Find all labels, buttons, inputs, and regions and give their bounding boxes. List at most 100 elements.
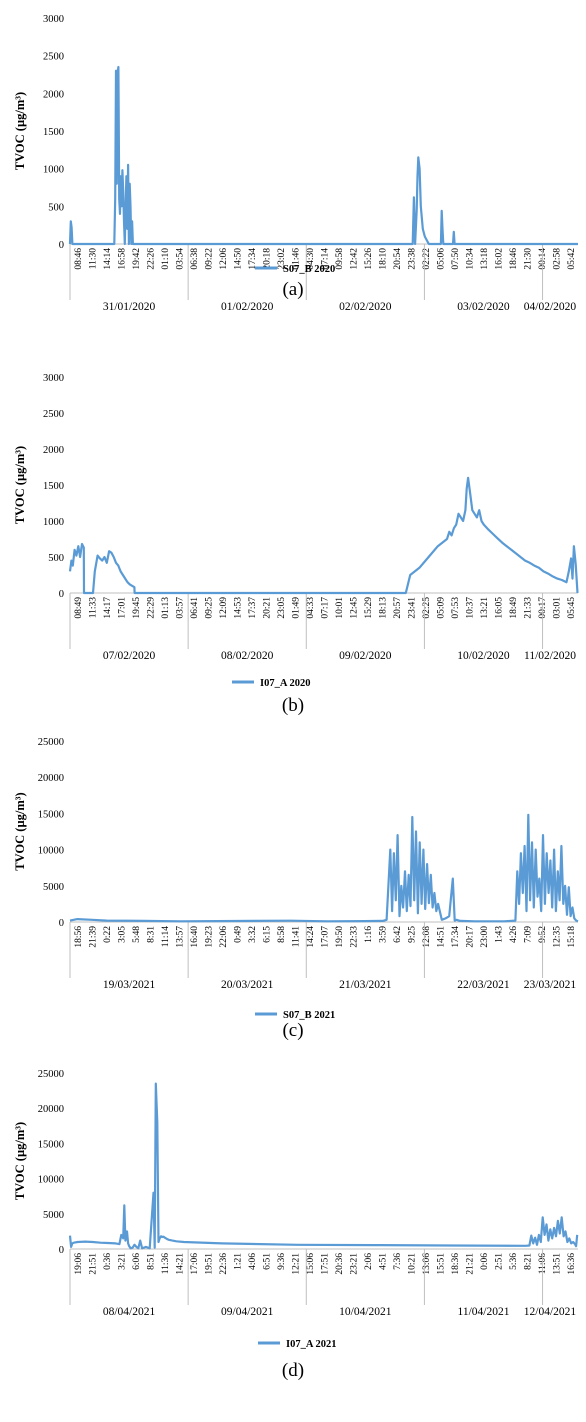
- y-axis-title: TVOC (µg/m³): [13, 92, 27, 170]
- x-tick-label: 23:02: [277, 248, 287, 270]
- x-tick-label: 9:36: [277, 1253, 287, 1270]
- x-tick-label: 21:30: [524, 248, 534, 270]
- x-tick-label: 14:53: [233, 597, 243, 619]
- y-tick-label: 20000: [38, 773, 64, 784]
- y-tick-label: 0: [59, 240, 64, 251]
- y-tick-label: 2000: [43, 445, 64, 456]
- x-tick-label: 07:14: [321, 248, 331, 270]
- x-tick-label: 9:25: [408, 926, 418, 943]
- series-line-1: [68, 476, 579, 595]
- x-tick-label: 7:09: [524, 926, 534, 943]
- x-tick-label: 04:30: [306, 248, 316, 270]
- x-tick-label: 06:38: [190, 248, 200, 270]
- x-tick-label: 19:51: [204, 1253, 214, 1275]
- x-tick-label: 01:13: [161, 597, 171, 619]
- x-date-label: 08/04/2021: [103, 1306, 156, 1318]
- x-tick-label: 6:15: [262, 926, 272, 943]
- x-tick-label: 04:33: [306, 597, 316, 619]
- x-date-label: 23/03/2021: [524, 979, 577, 991]
- x-tick-label: 12:08: [422, 926, 432, 948]
- x-date-label: 09/02/2020: [339, 650, 392, 662]
- x-tick-label: 12:42: [350, 248, 360, 270]
- x-date-label: 31/01/2020: [103, 301, 156, 313]
- x-tick-label: 23:21: [350, 1253, 360, 1275]
- x-tick-label: 12:35: [553, 926, 563, 948]
- y-tick-label: 15000: [38, 1139, 64, 1150]
- x-tick-label: 21:33: [524, 597, 534, 619]
- x-tick-label: 13:18: [480, 248, 490, 270]
- x-tick-label: 4:51: [379, 1253, 389, 1270]
- y-tick-label: 3000: [43, 373, 64, 384]
- x-tick-label: 0:22: [103, 926, 113, 943]
- chart-panel-4: 0 5000 10000 15000 20000 25000 TVOC (µg/m³) 19:…: [13, 1069, 579, 1381]
- x-tick-label: 22:33: [350, 926, 360, 948]
- panel-caption: (d): [282, 1360, 304, 1381]
- x-tick-label: 20:21: [262, 597, 272, 619]
- x-tick-label: 3:05: [117, 926, 127, 943]
- x-tick-label: 15:26: [364, 248, 374, 270]
- x-tick-label: 15:51: [437, 1253, 447, 1275]
- x-tick-label: 05:45: [567, 597, 577, 619]
- x-tick-label: 6:06: [132, 1253, 142, 1270]
- x-tick-label: 16:36: [567, 1253, 577, 1275]
- x-tick-label: 9:52: [538, 926, 548, 943]
- panel-caption: (a): [282, 279, 303, 300]
- legend-label: S07_B 2020: [283, 264, 335, 275]
- y-tick-label: 2000: [43, 89, 64, 100]
- x-tick-label: 12:21: [291, 1253, 301, 1275]
- x-tick-label: 18:56: [74, 926, 84, 948]
- x-tick-label: 20:17: [466, 926, 476, 948]
- x-tick-label: 11:41: [291, 926, 301, 948]
- x-tick-label: 14:21: [175, 1253, 185, 1275]
- x-tick-label: 03:54: [175, 248, 185, 270]
- x-tick-label: 8:51: [146, 1253, 156, 1270]
- x-tick-label: 08:49: [74, 597, 84, 619]
- x-tick-label: 19:06: [74, 1253, 84, 1275]
- x-date-label: 12/04/2021: [524, 1306, 577, 1318]
- x-tick-label: 23:41: [408, 597, 418, 619]
- x-tick-label: 18:36: [451, 1253, 461, 1275]
- x-tick-label: 00:17: [538, 597, 548, 619]
- x-tick-label: 11:14: [161, 926, 171, 948]
- series-line-1: [68, 65, 578, 246]
- x-date-label: 01/02/2020: [221, 301, 274, 313]
- x-tick-label: 14:51: [437, 926, 447, 948]
- x-date-label: 02/02/2020: [339, 301, 392, 313]
- x-tick-label: 15:29: [364, 597, 374, 619]
- x-tick-label: 15:06: [306, 1253, 316, 1275]
- x-tick-label: 2:51: [495, 1253, 505, 1270]
- x-date-label: 09/04/2021: [221, 1306, 274, 1318]
- x-tick-label: 13:57: [175, 926, 185, 948]
- y-tick-label: 1000: [43, 165, 64, 176]
- x-tick-label: 16:02: [495, 248, 505, 270]
- x-tick-label: 0:49: [233, 926, 243, 943]
- x-tick-label: 18:49: [509, 597, 519, 619]
- x-tick-label: 8:21: [524, 1253, 534, 1270]
- x-tick-label: 12:06: [219, 248, 229, 270]
- y-tick-label: 5000: [43, 1210, 64, 1221]
- x-tick-label: 05:09: [437, 597, 447, 619]
- x-tick-label: 20:18: [262, 248, 272, 270]
- x-tick-label: 11:36: [161, 1253, 171, 1275]
- series-line-1: [68, 1082, 579, 1250]
- panel-caption: (b): [282, 695, 304, 716]
- x-tick-label: 0:06: [480, 1253, 490, 1270]
- x-tick-label: 10:37: [466, 597, 476, 619]
- x-tick-label: 02:25: [422, 597, 432, 619]
- x-tick-label: 1:21: [233, 1253, 243, 1270]
- x-tick-label: 06:41: [190, 597, 200, 619]
- chart-panel-3: 0 5000 10000 15000 20000 25000 TVOC (µg/m³) 18:…: [13, 737, 579, 1041]
- x-tick-label: 16:40: [190, 926, 200, 948]
- x-tick-label: 17:07: [321, 926, 331, 948]
- y-tick-label: 10000: [38, 846, 64, 857]
- x-date-label: 10/02/2020: [457, 650, 510, 662]
- x-tick-label: 6:51: [262, 1253, 272, 1270]
- x-tick-label: 17:51: [321, 1253, 331, 1275]
- x-tick-label: 21:21: [466, 1253, 476, 1275]
- x-tick-label: 3:21: [117, 1253, 127, 1270]
- legend-label: I07_A 2020: [260, 678, 310, 689]
- y-tick-label: 20000: [38, 1104, 64, 1115]
- series-line-1: [69, 813, 579, 923]
- x-date-label: 11/04/2021: [458, 1306, 510, 1318]
- x-date-label: 22/03/2021: [457, 979, 510, 991]
